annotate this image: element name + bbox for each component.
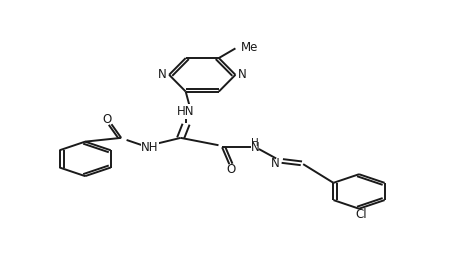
Text: HN: HN	[177, 105, 195, 118]
Text: N: N	[158, 68, 167, 81]
Text: Cl: Cl	[355, 208, 366, 221]
Text: N: N	[251, 141, 259, 154]
Text: H: H	[251, 138, 259, 148]
Text: Me: Me	[241, 41, 258, 54]
Text: O: O	[226, 163, 236, 176]
Text: N: N	[238, 68, 246, 81]
Text: NH: NH	[141, 141, 159, 154]
Text: N: N	[271, 157, 280, 170]
Text: O: O	[102, 113, 112, 126]
